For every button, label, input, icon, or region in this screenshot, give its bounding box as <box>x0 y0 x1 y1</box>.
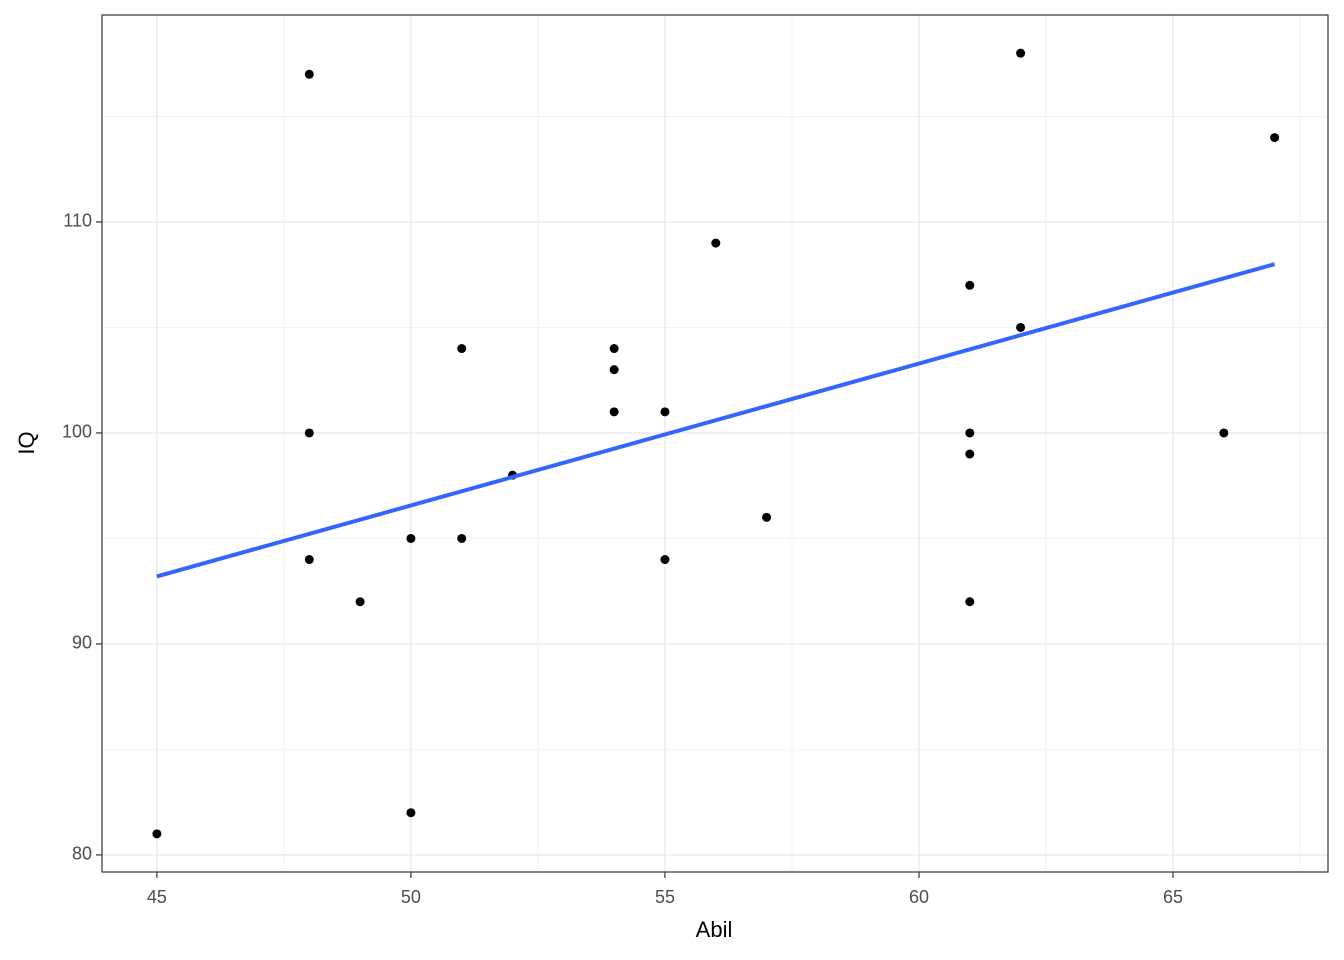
point <box>609 407 619 417</box>
point <box>965 428 975 438</box>
point <box>965 597 975 607</box>
x-tick-label: 55 <box>655 887 675 907</box>
point <box>457 344 467 354</box>
point <box>1270 133 1280 143</box>
y-tick-label: 100 <box>62 422 92 442</box>
x-tick-label: 65 <box>1163 887 1183 907</box>
point <box>660 407 670 417</box>
point <box>355 597 365 607</box>
point <box>609 365 619 375</box>
x-tick-label: 45 <box>147 887 167 907</box>
y-tick-label: 80 <box>72 844 92 864</box>
point <box>660 555 670 565</box>
point <box>406 808 416 818</box>
x-tick-label: 60 <box>909 887 929 907</box>
point <box>152 829 162 839</box>
point <box>304 428 314 438</box>
point <box>965 280 975 290</box>
point <box>711 238 721 248</box>
point <box>1219 428 1229 438</box>
point <box>609 344 619 354</box>
point <box>406 533 416 543</box>
point <box>762 512 772 522</box>
point <box>1016 48 1026 58</box>
y-axis-title: IQ <box>14 431 39 454</box>
regression-line <box>156 262 1276 579</box>
point <box>304 69 314 79</box>
x-tick-label: 50 <box>401 887 421 907</box>
y-tick-label: 90 <box>72 633 92 653</box>
point <box>965 449 975 459</box>
y-tick-label: 110 <box>63 211 92 231</box>
point <box>1016 322 1026 332</box>
point <box>304 555 314 565</box>
x-axis-title: Abil <box>696 917 733 942</box>
panel-border <box>101 14 1329 873</box>
point <box>457 533 467 543</box>
